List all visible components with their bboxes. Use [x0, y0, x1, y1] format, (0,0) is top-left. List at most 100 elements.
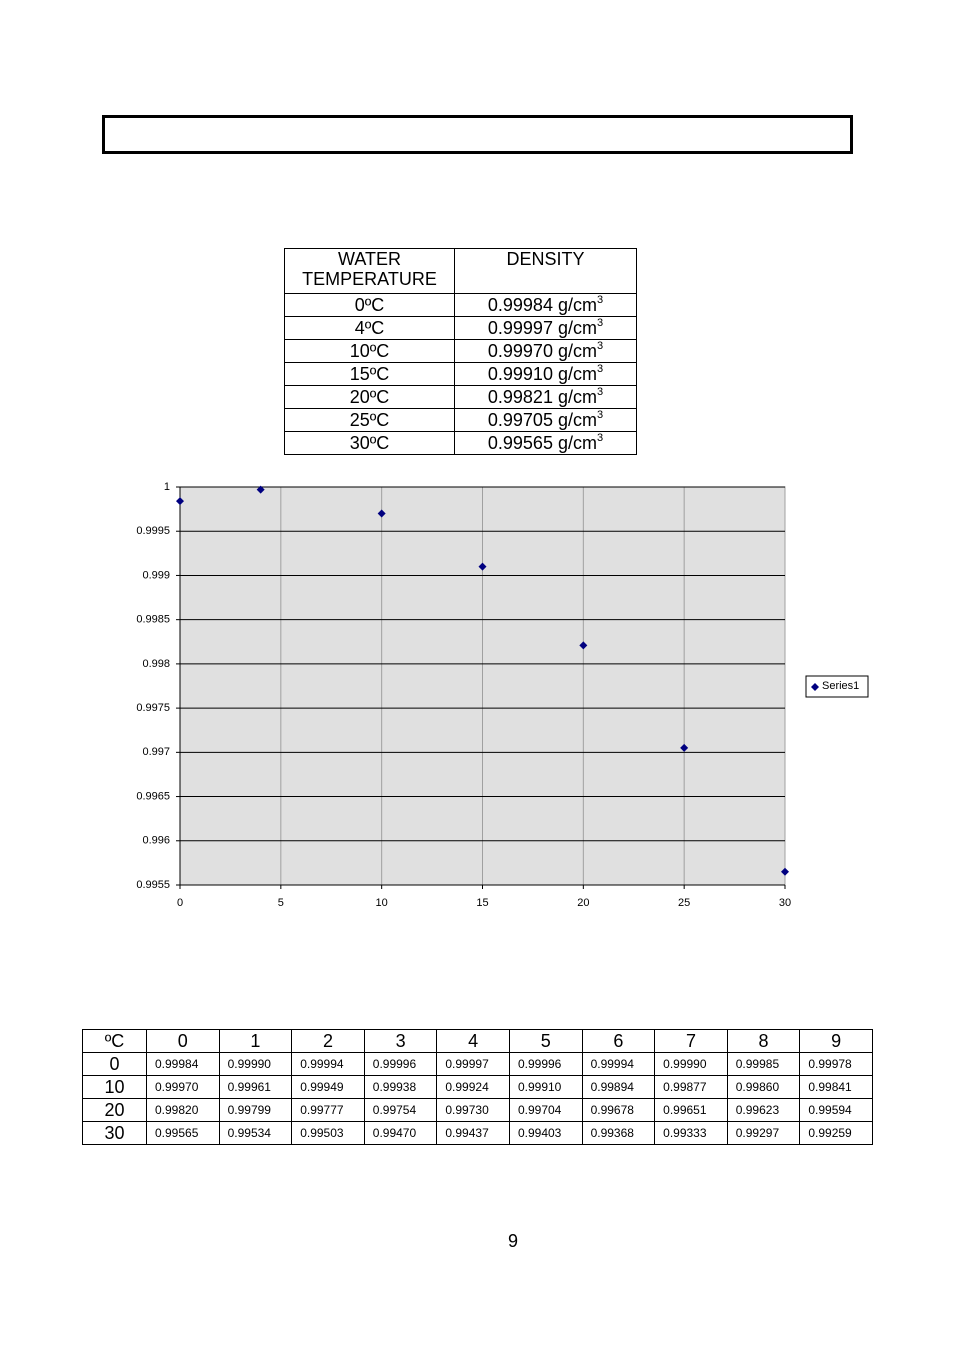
value-cell: 0.99437 — [436, 1121, 510, 1145]
point — [781, 867, 789, 876]
point — [579, 641, 588, 650]
value-cell: 0.99623 — [726, 1098, 801, 1122]
value-cell: 0.99860 — [726, 1075, 801, 1099]
value-cell: 0.99594 — [799, 1098, 873, 1122]
header-cell: DENSITY — [454, 248, 637, 294]
value-cell: 0.99924 — [436, 1075, 510, 1099]
title-box — [102, 115, 853, 154]
temperature-cell: 4ºC — [284, 316, 455, 340]
x-tick-label: 5 — [278, 897, 284, 909]
density-table: WATER TEMPERATURE DENSITY 0ºC 0.99984 g/cm3… — [284, 248, 637, 455]
value-cell: 0.99970 — [146, 1075, 220, 1099]
x-tick-label: 15 — [476, 897, 488, 909]
value-cell: 0.99651 — [654, 1098, 728, 1122]
y-tick-label: 0.999 — [142, 569, 170, 581]
legend-marker — [811, 683, 819, 691]
header-cell: 7 — [654, 1029, 728, 1053]
header-cell: 6 — [581, 1029, 656, 1053]
density-cell: 0.99705 g/cm3 — [454, 408, 637, 432]
y-tick-label: 0.9995 — [136, 525, 170, 537]
value-cell: 0.99985 — [726, 1052, 801, 1076]
row: 0ºC 0.99984 g/cm3 — [284, 293, 637, 317]
header-cell: 2 — [291, 1029, 365, 1053]
y-tick-label: 0.9985 — [136, 614, 170, 626]
row-label: 20 — [82, 1098, 147, 1122]
value-cell: 0.99565 — [146, 1121, 220, 1145]
value-cell: 0.99996 — [363, 1052, 438, 1076]
value-cell: 0.99996 — [508, 1052, 583, 1076]
value-cell: 0.99730 — [436, 1098, 510, 1122]
header-cell: 8 — [726, 1029, 801, 1053]
row: 25ºC 0.99705 g/cm3 — [284, 408, 637, 432]
value-cell: 0.99990 — [654, 1052, 728, 1076]
row: 20ºC 0.99821 g/cm3 — [284, 385, 637, 409]
superscript: 3 — [596, 317, 604, 329]
density-value: 0.99565 g/cm — [487, 433, 597, 453]
y-tick-label: 0.9965 — [136, 790, 170, 802]
temperature-cell: 15ºC — [284, 362, 455, 386]
value-cell: 0.99877 — [654, 1075, 728, 1099]
header-cell: 0 — [146, 1029, 220, 1053]
value-cell: 0.99910 — [508, 1075, 583, 1099]
value-cell: 0.99403 — [508, 1121, 583, 1145]
point — [377, 509, 386, 518]
point — [256, 485, 265, 494]
header-cell: ºC — [82, 1029, 147, 1053]
x-tick-label: 0 — [177, 897, 183, 909]
x-tick-label: 30 — [779, 897, 791, 909]
value-cell: 0.99297 — [726, 1121, 801, 1145]
density-cell: 0.99910 g/cm3 — [454, 362, 637, 386]
row: 10ºC 0.99970 g/cm3 — [284, 339, 637, 363]
value-cell: 0.99259 — [799, 1121, 873, 1145]
row-label: 10 — [82, 1075, 147, 1099]
value-cell: 0.99799 — [218, 1098, 293, 1122]
value-cell: 0.99704 — [508, 1098, 583, 1122]
temperature-cell: 0ºC — [284, 293, 455, 317]
density-value: 0.99984 g/cm — [487, 295, 597, 315]
legend-label: Series1 — [822, 680, 859, 692]
value-cell: 0.99994 — [581, 1052, 656, 1076]
legend-box — [805, 675, 869, 698]
x-tick-label: 10 — [376, 897, 388, 909]
value-cell: 0.99938 — [363, 1075, 438, 1099]
density-cell: 0.99984 g/cm3 — [454, 293, 637, 317]
y-tick-label: 0.996 — [142, 835, 170, 847]
density-cell: 0.99997 g/cm3 — [454, 316, 637, 340]
header-row: ºC 0 1 2 3 4 5 6 7 8 9 — [82, 1029, 873, 1053]
superscript: 3 — [596, 294, 604, 306]
point — [478, 562, 487, 571]
value-cell: 0.99333 — [654, 1121, 728, 1145]
header-cell: WATER TEMPERATURE — [284, 248, 455, 294]
density-value: 0.99910 g/cm — [487, 364, 597, 384]
temperature-cell: 20ºC — [284, 385, 455, 409]
value-cell: 0.99997 — [436, 1052, 510, 1076]
value-cell: 0.99368 — [581, 1121, 656, 1145]
y-tick-label: 1 — [164, 481, 170, 493]
x-tick-label: 20 — [577, 897, 589, 909]
density-value: 0.99821 g/cm — [487, 387, 597, 407]
row: 0 0.99984 0.99990 0.99994 0.99996 0.99997 0.99… — [82, 1052, 873, 1076]
density-grid-table: ºC 0 1 2 3 4 5 6 7 8 9 0 0.99984 0.99990 0.99994 0.9999… — [82, 1029, 873, 1145]
value-cell: 0.99534 — [218, 1121, 293, 1145]
header-cell: 4 — [436, 1029, 510, 1053]
value-cell: 0.99777 — [291, 1098, 365, 1122]
superscript: 3 — [596, 363, 604, 375]
row: 15ºC 0.99910 g/cm3 — [284, 362, 637, 386]
y-tick-label: 0.997 — [142, 746, 170, 758]
temperature-cell: 30ºC — [284, 431, 455, 455]
density-value: 0.99997 g/cm — [487, 318, 597, 338]
superscript: 3 — [596, 386, 604, 398]
value-cell: 0.99978 — [799, 1052, 873, 1076]
value-cell: 0.99894 — [581, 1075, 656, 1099]
row: 20 0.99820 0.99799 0.99777 0.99754 0.99730 0.9… — [82, 1098, 873, 1122]
temperature-cell: 10ºC — [284, 339, 455, 363]
density-value: 0.99705 g/cm — [487, 410, 597, 430]
superscript: 3 — [596, 432, 604, 444]
density-cell: 0.99821 g/cm3 — [454, 385, 637, 409]
value-cell: 0.99984 — [146, 1052, 220, 1076]
density-cell: 0.99565 g/cm3 — [454, 431, 637, 455]
y-tick-label: 0.9955 — [136, 879, 170, 891]
row: 4ºC 0.99997 g/cm3 — [284, 316, 637, 340]
density-value: 0.99970 g/cm — [487, 341, 597, 361]
